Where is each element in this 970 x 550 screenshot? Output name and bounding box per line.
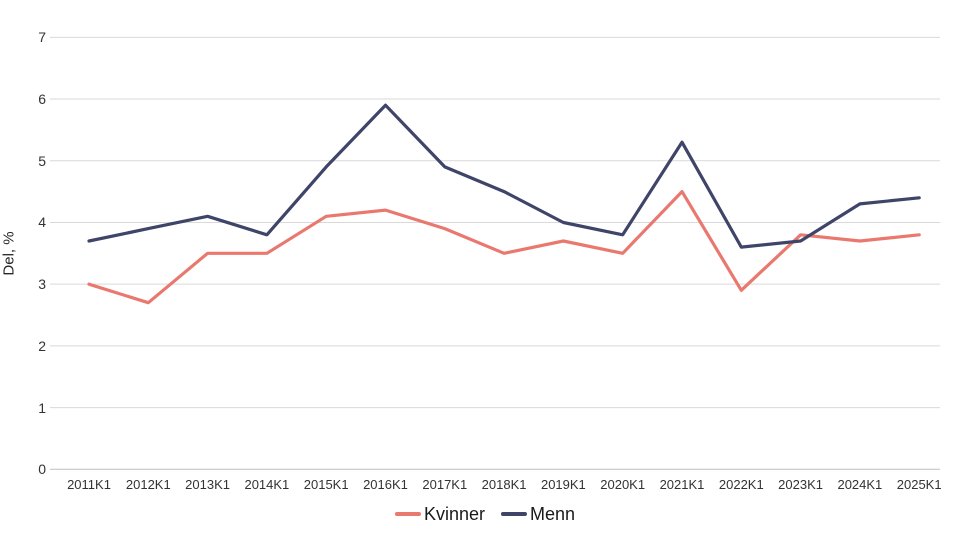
legend-label-menn: Menn bbox=[530, 504, 576, 524]
y-tick-label: 6 bbox=[38, 91, 46, 108]
y-tick-label: 2 bbox=[38, 337, 46, 354]
legend: Kvinner Menn bbox=[394, 503, 575, 525]
x-tick-label: 2025K1 bbox=[896, 477, 942, 492]
menn-line-swatch bbox=[501, 512, 527, 516]
x-tick-label: 2020K1 bbox=[600, 477, 646, 492]
y-tick-label: 1 bbox=[38, 399, 46, 416]
y-tick-label: 0 bbox=[38, 461, 46, 478]
y-axis-title: Del, % bbox=[0, 231, 18, 276]
y-tick-label: 5 bbox=[38, 152, 46, 169]
x-tick-label: 2015K1 bbox=[303, 477, 349, 492]
x-tick-label: 2017K1 bbox=[422, 477, 468, 492]
x-tick-label: 2021K1 bbox=[659, 477, 705, 492]
x-tick-label: 2011K1 bbox=[67, 477, 111, 492]
legend-item-kvinner: Kvinner bbox=[394, 503, 485, 525]
x-tick-label: 2012K1 bbox=[125, 477, 171, 492]
legend-item-menn: Menn bbox=[501, 503, 575, 525]
y-tick-label: 3 bbox=[38, 276, 46, 293]
y-tick-label: 7 bbox=[38, 29, 46, 46]
x-tick-label: 2022K1 bbox=[718, 477, 764, 492]
y-tick-label: 4 bbox=[38, 214, 46, 231]
kvinner-line bbox=[87, 190, 921, 305]
x-tick-label: 2024K1 bbox=[837, 477, 883, 492]
kvinner-line-swatch bbox=[394, 512, 421, 516]
x-tick-label: 2014K1 bbox=[244, 477, 290, 492]
x-tick-label: 2019K1 bbox=[540, 477, 586, 492]
x-tick-label: 2016K1 bbox=[363, 477, 408, 492]
x-tick-label: 2018K1 bbox=[481, 477, 527, 492]
legend-label-kvinner: Kvinner bbox=[423, 504, 485, 524]
menn-line bbox=[87, 103, 921, 249]
x-tick-label: 2013K1 bbox=[185, 477, 230, 492]
x-tick-label: 2023K1 bbox=[778, 477, 823, 492]
